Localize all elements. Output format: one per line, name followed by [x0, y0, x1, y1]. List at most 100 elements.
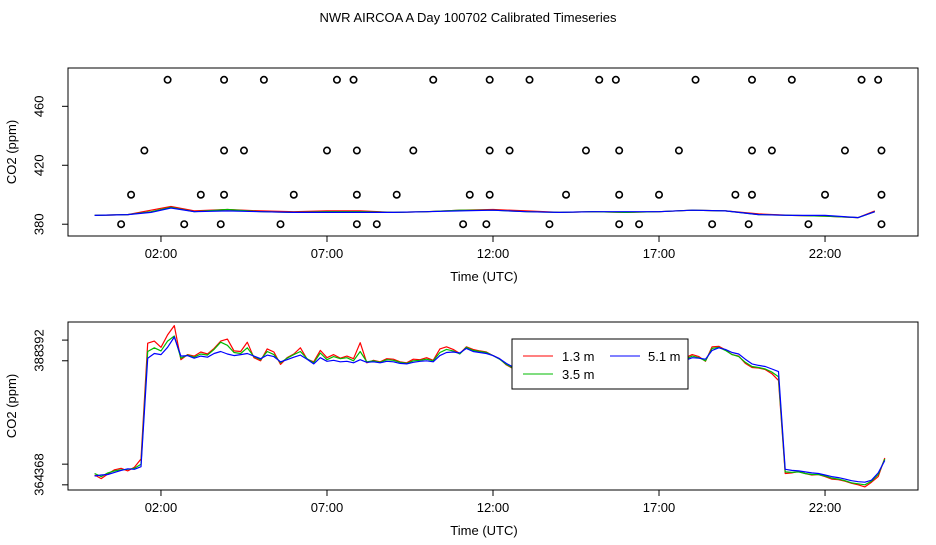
x-tick-label: 07:00	[311, 246, 344, 261]
legend-label-5-1m: 5.1 m	[648, 349, 681, 364]
data-point	[459, 220, 468, 229]
series-line-1	[94, 206, 876, 219]
data-point	[352, 190, 361, 199]
x-tick-label: 17:00	[643, 500, 676, 515]
data-point	[691, 75, 700, 84]
data-point	[767, 146, 776, 155]
data-point	[485, 146, 494, 155]
data-point	[674, 146, 683, 155]
x-axis-bottom: 02:00 07:00 12:00 17:00 22:00	[145, 489, 842, 515]
data-point	[787, 75, 796, 84]
data-point	[804, 220, 813, 229]
data-point	[562, 190, 571, 199]
data-point	[595, 75, 604, 84]
data-point	[349, 75, 358, 84]
data-point	[239, 146, 248, 155]
x-tick-label: 02:00	[145, 246, 178, 261]
data-point	[611, 75, 620, 84]
data-point	[352, 146, 361, 155]
data-point	[840, 146, 849, 155]
legend-box	[511, 338, 689, 390]
data-point	[485, 190, 494, 199]
y-axis-label-top: CO2 (ppm)	[4, 120, 19, 184]
data-point	[505, 146, 514, 155]
data-point	[874, 75, 883, 84]
y-tick-label: 420	[31, 154, 46, 176]
plot-frame-bottom	[67, 321, 919, 491]
data-point	[220, 190, 229, 199]
y-tick-label: 388	[31, 350, 46, 372]
data-point	[821, 190, 830, 199]
x-tick-label: 22:00	[809, 246, 842, 261]
y-tick-label: 380	[31, 213, 46, 235]
data-point	[731, 190, 740, 199]
data-point	[708, 220, 717, 229]
data-point	[289, 190, 298, 199]
data-point	[220, 75, 229, 84]
x-tick-label: 12:00	[477, 246, 510, 261]
data-point	[392, 190, 401, 199]
data-point	[196, 190, 205, 199]
series-group-top	[94, 205, 876, 219]
data-point	[615, 220, 624, 229]
point-group-top	[117, 75, 886, 229]
legend-label-3-5m: 3.5 m	[562, 367, 595, 382]
data-point	[127, 190, 136, 199]
legend: 1.3 m 5.1 m 3.5 m	[511, 338, 689, 390]
data-point	[635, 220, 644, 229]
data-point	[332, 75, 341, 84]
data-point	[655, 190, 664, 199]
data-point	[465, 190, 474, 199]
data-point	[525, 75, 534, 84]
data-point	[117, 220, 126, 229]
data-point	[216, 220, 225, 229]
y-axis-label-bottom: CO2 (ppm)	[4, 374, 19, 438]
data-point	[352, 220, 361, 229]
series-line-0	[94, 205, 876, 219]
y-tick-label: 392	[31, 329, 46, 351]
legend-label-1-3m: 1.3 m	[562, 349, 595, 364]
x-tick-label: 02:00	[145, 500, 178, 515]
data-point	[220, 146, 229, 155]
data-point	[877, 190, 886, 199]
data-point	[615, 146, 624, 155]
data-point	[485, 75, 494, 84]
series-line-5-1-m	[94, 336, 886, 483]
x-tick-label: 17:00	[643, 246, 676, 261]
y-axis-top: 380 420 460	[31, 95, 69, 235]
x-axis-label-bottom: Time (UTC)	[450, 523, 517, 538]
data-point	[372, 220, 381, 229]
data-point	[615, 190, 624, 199]
x-axis-top: 02:00 07:00 12:00 17:00 22:00	[145, 235, 842, 261]
data-point	[140, 146, 149, 155]
data-point	[581, 146, 590, 155]
x-axis-label-top: Time (UTC)	[450, 269, 517, 284]
data-point	[409, 146, 418, 155]
x-tick-label: 22:00	[809, 500, 842, 515]
data-point	[276, 220, 285, 229]
data-point	[747, 146, 756, 155]
data-point	[744, 220, 753, 229]
data-point	[857, 75, 866, 84]
data-point	[180, 220, 189, 229]
series-line-3-5-m	[94, 335, 886, 486]
data-point	[747, 75, 756, 84]
y-tick-label: 460	[31, 95, 46, 117]
data-point	[429, 75, 438, 84]
data-point	[747, 190, 756, 199]
data-point	[322, 146, 331, 155]
data-point	[482, 220, 491, 229]
data-point	[163, 75, 172, 84]
data-point	[259, 75, 268, 84]
chart-title: NWR AIRCOA A Day 100702 Calibrated Times…	[320, 10, 617, 25]
series-line-2	[94, 207, 876, 219]
series-group-bottom	[94, 325, 886, 488]
x-tick-label: 07:00	[311, 500, 344, 515]
data-point	[877, 220, 886, 229]
y-tick-label: 364	[31, 474, 46, 496]
data-point	[877, 146, 886, 155]
